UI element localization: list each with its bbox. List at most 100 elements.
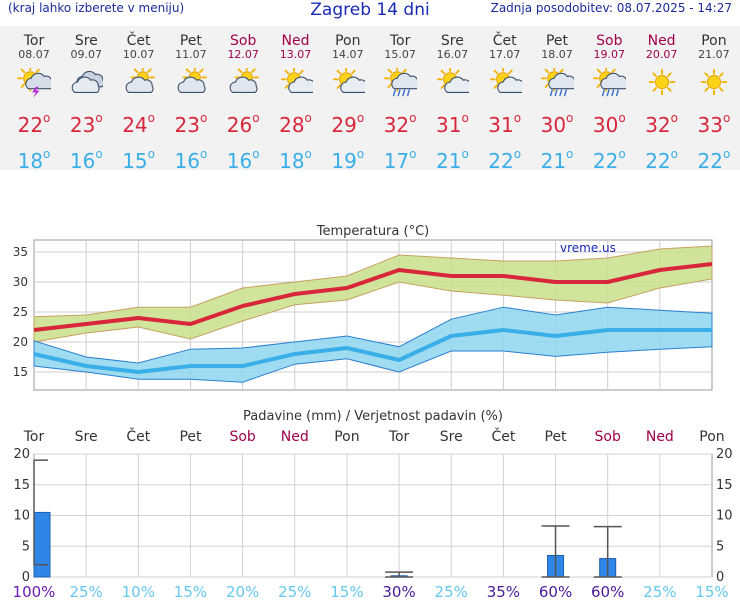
day-date: 21.07 <box>698 48 730 61</box>
day-date: 12.07 <box>227 48 259 61</box>
day-name: Tor <box>23 33 45 49</box>
day-name: Pon <box>701 33 727 49</box>
mostly-sunny-icon <box>489 68 522 93</box>
location-menu-hint[interactable]: (kraj lahko izberete v meniju) <box>8 1 185 15</box>
day-column[interactable]: Sre 09.07 23o 16o <box>60 26 112 172</box>
sun-rain-icon <box>593 68 627 97</box>
sunny-icon <box>648 68 675 96</box>
temp-max: 23o <box>69 111 103 137</box>
max-temp-line <box>33 262 713 332</box>
temp-min: 16o <box>226 147 260 173</box>
temp-min: 18o <box>279 147 312 173</box>
y-tick-label: 25 <box>13 305 28 319</box>
precip-probability: 60% <box>591 583 624 600</box>
precip-probability: 15% <box>695 583 728 600</box>
precip-probability: 60% <box>539 583 572 600</box>
mostly-sunny-icon <box>437 68 470 93</box>
temp-min: 22o <box>697 147 731 173</box>
temp-max: 24o <box>122 111 155 137</box>
day-name: Sre <box>74 33 98 49</box>
precip-probability: 25% <box>69 583 102 600</box>
x-tick-label: Sre <box>440 429 463 445</box>
mostly-sunny-icon <box>332 68 365 93</box>
day-name: Pet <box>545 33 569 49</box>
temp-max: 30o <box>540 111 574 137</box>
min-temp-band <box>33 306 713 383</box>
day-column[interactable]: Ned 13.07 28o 18o <box>270 26 322 172</box>
day-column[interactable]: Sob 19.07 30o 22o <box>583 26 635 172</box>
y-tick-label: 15 <box>13 365 28 379</box>
temp-max: 22o <box>17 111 51 137</box>
x-tick-label: Sre <box>75 429 98 445</box>
y-tick-label-right: 20 <box>716 447 733 462</box>
precip-probability: 100% <box>13 583 56 600</box>
temp-max: 28o <box>279 111 312 137</box>
temp-max: 32o <box>383 111 417 137</box>
partly-cloudy-icon <box>229 68 260 93</box>
day-name: Čet <box>492 33 517 49</box>
y-tick-label: 10 <box>13 509 30 524</box>
x-tick-label: Ned <box>646 429 674 445</box>
x-tick-label: Tor <box>23 429 45 445</box>
day-column[interactable]: Čet 17.07 31o 22o <box>479 26 531 172</box>
temp-max: 33o <box>697 111 731 137</box>
y-tick-label: 35 <box>13 245 28 259</box>
temp-min: 18o <box>17 147 51 173</box>
x-tick-label: Ned <box>281 429 309 445</box>
y-tick-label: 0 <box>22 570 30 585</box>
day-date: 19.07 <box>593 48 626 61</box>
temp-min: 16o <box>174 147 208 173</box>
day-column[interactable]: Sob 12.07 26o 16o <box>217 26 269 173</box>
temp-min: 22o <box>645 147 678 173</box>
last-update: Zadnja posodobitev: 08.07.2025 - 14:27 <box>490 1 732 15</box>
cloudy-icon <box>71 70 104 93</box>
x-tick-label: Čet <box>491 427 515 445</box>
x-tick-label: Pon <box>334 429 359 445</box>
day-date: 08.07 <box>18 48 50 61</box>
day-column[interactable]: Pon 14.07 29o 19o <box>322 26 374 172</box>
day-name: Ned <box>647 33 676 49</box>
temp-max: 23o <box>174 111 208 137</box>
sun-rain-icon <box>384 68 418 97</box>
precip-probability: 15% <box>174 583 207 600</box>
day-column[interactable]: Ned 20.07 32o 22o <box>636 26 688 173</box>
x-tick-label: Pet <box>179 429 202 445</box>
day-column[interactable]: Tor 08.07 22o 18o <box>8 26 60 172</box>
sun-rain-icon <box>541 68 574 97</box>
day-name: Sre <box>440 33 464 49</box>
precip-probability: 35% <box>487 583 520 600</box>
day-date: 10.07 <box>122 48 155 61</box>
x-tick-label: Čet <box>126 427 150 445</box>
precip-probability: 25% <box>278 583 311 600</box>
day-date: 16.07 <box>436 48 469 61</box>
day-name: Pet <box>179 33 202 49</box>
day-name: Sob <box>596 33 623 49</box>
y-tick-label-right: 0 <box>716 570 724 585</box>
chart-title: Padavine (mm) / Verjetnost padavin (%) <box>243 409 503 424</box>
y-tick-label: 30 <box>13 275 28 289</box>
day-date: 09.07 <box>70 48 103 61</box>
precip-probability: 30% <box>382 583 415 600</box>
day-column[interactable]: Pon 21.07 33o 22o <box>688 26 740 173</box>
day-column[interactable]: Pet 18.07 30o 21o <box>531 26 583 172</box>
min-temp-line <box>33 328 712 374</box>
day-column[interactable]: Tor 15.07 32o 17o <box>374 26 426 172</box>
y-tick-label-right: 5 <box>716 539 724 554</box>
day-column[interactable]: Čet 10.07 24o 15o <box>113 26 165 173</box>
precip-probability: 15% <box>330 583 363 600</box>
y-tick-label-right: 15 <box>716 478 733 493</box>
partly-cloudy-icon <box>177 68 207 93</box>
y-tick-label: 20 <box>13 447 30 462</box>
mostly-sunny-icon <box>280 68 313 93</box>
day-column[interactable]: Sre 16.07 31o 21o <box>426 26 478 172</box>
temp-max: 26o <box>226 111 260 137</box>
day-column[interactable]: Pet 11.07 23o 16o <box>165 26 217 173</box>
temp-max: 32o <box>645 111 678 137</box>
x-tick-label: Sob <box>595 429 621 445</box>
y-tick-label: 20 <box>13 335 28 349</box>
page-title: Zagreb 14 dni <box>310 0 430 20</box>
x-tick-label: Pet <box>545 429 568 445</box>
day-date: 20.07 <box>645 48 678 61</box>
temp-max: 30o <box>592 111 626 137</box>
precip-probability: 25% <box>643 583 676 600</box>
